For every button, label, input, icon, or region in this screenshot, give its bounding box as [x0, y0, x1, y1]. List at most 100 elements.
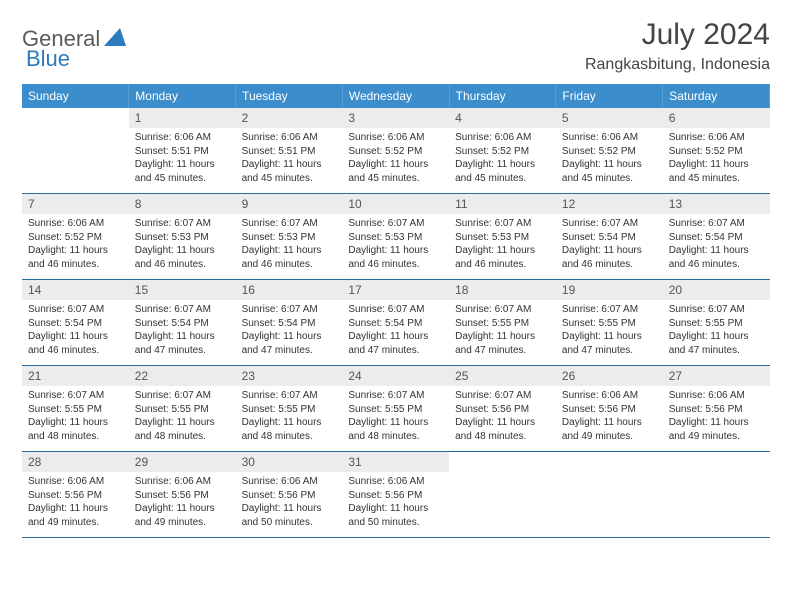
day-number: 30	[236, 452, 343, 472]
calendar-day-cell: 1Sunrise: 6:06 AMSunset: 5:51 PMDaylight…	[129, 108, 236, 194]
day-number: 27	[663, 366, 770, 386]
day-number: 2	[236, 108, 343, 128]
day-info: Sunrise: 6:07 AMSunset: 5:54 PMDaylight:…	[663, 214, 770, 279]
calendar-day-cell: 24Sunrise: 6:07 AMSunset: 5:55 PMDayligh…	[342, 366, 449, 452]
calendar-day-cell: 23Sunrise: 6:07 AMSunset: 5:55 PMDayligh…	[236, 366, 343, 452]
day-number: 18	[449, 280, 556, 300]
calendar-day-cell: 10Sunrise: 6:07 AMSunset: 5:53 PMDayligh…	[342, 194, 449, 280]
calendar-day-cell: 16Sunrise: 6:07 AMSunset: 5:54 PMDayligh…	[236, 280, 343, 366]
day-number: 6	[663, 108, 770, 128]
calendar-day-cell: 4Sunrise: 6:06 AMSunset: 5:52 PMDaylight…	[449, 108, 556, 194]
calendar-day-cell: 15Sunrise: 6:07 AMSunset: 5:54 PMDayligh…	[129, 280, 236, 366]
title-block: July 2024 Rangkasbitung, Indonesia	[585, 18, 770, 74]
day-info: Sunrise: 6:06 AMSunset: 5:52 PMDaylight:…	[449, 128, 556, 193]
day-info: Sunrise: 6:06 AMSunset: 5:52 PMDaylight:…	[342, 128, 449, 193]
weekday-header: Sunday	[22, 84, 129, 108]
day-info: Sunrise: 6:07 AMSunset: 5:54 PMDaylight:…	[22, 300, 129, 365]
day-info: Sunrise: 6:06 AMSunset: 5:51 PMDaylight:…	[236, 128, 343, 193]
day-info: Sunrise: 6:06 AMSunset: 5:56 PMDaylight:…	[236, 472, 343, 537]
day-number: 25	[449, 366, 556, 386]
calendar-day-cell: 7Sunrise: 6:06 AMSunset: 5:52 PMDaylight…	[22, 194, 129, 280]
calendar-week-row: 14Sunrise: 6:07 AMSunset: 5:54 PMDayligh…	[22, 280, 770, 366]
day-number: 22	[129, 366, 236, 386]
day-info: Sunrise: 6:07 AMSunset: 5:53 PMDaylight:…	[129, 214, 236, 279]
day-info: Sunrise: 6:07 AMSunset: 5:55 PMDaylight:…	[22, 386, 129, 451]
calendar-body: 1Sunrise: 6:06 AMSunset: 5:51 PMDaylight…	[22, 108, 770, 538]
calendar-day-cell: 13Sunrise: 6:07 AMSunset: 5:54 PMDayligh…	[663, 194, 770, 280]
calendar-day-cell	[663, 452, 770, 538]
day-info: Sunrise: 6:07 AMSunset: 5:55 PMDaylight:…	[449, 300, 556, 365]
weekday-header: Monday	[129, 84, 236, 108]
day-number: 8	[129, 194, 236, 214]
calendar-day-cell: 30Sunrise: 6:06 AMSunset: 5:56 PMDayligh…	[236, 452, 343, 538]
day-info: Sunrise: 6:06 AMSunset: 5:56 PMDaylight:…	[663, 386, 770, 451]
day-info: Sunrise: 6:07 AMSunset: 5:55 PMDaylight:…	[556, 300, 663, 365]
day-number: 10	[342, 194, 449, 214]
calendar-day-cell: 14Sunrise: 6:07 AMSunset: 5:54 PMDayligh…	[22, 280, 129, 366]
calendar-table: SundayMondayTuesdayWednesdayThursdayFrid…	[22, 84, 770, 538]
day-info: Sunrise: 6:06 AMSunset: 5:56 PMDaylight:…	[22, 472, 129, 537]
day-info: Sunrise: 6:06 AMSunset: 5:52 PMDaylight:…	[556, 128, 663, 193]
day-number: 12	[556, 194, 663, 214]
weekday-header: Wednesday	[342, 84, 449, 108]
day-number: 11	[449, 194, 556, 214]
calendar-day-cell: 9Sunrise: 6:07 AMSunset: 5:53 PMDaylight…	[236, 194, 343, 280]
day-info: Sunrise: 6:07 AMSunset: 5:53 PMDaylight:…	[236, 214, 343, 279]
day-info: Sunrise: 6:06 AMSunset: 5:51 PMDaylight:…	[129, 128, 236, 193]
calendar-day-cell: 28Sunrise: 6:06 AMSunset: 5:56 PMDayligh…	[22, 452, 129, 538]
calendar-day-cell: 26Sunrise: 6:06 AMSunset: 5:56 PMDayligh…	[556, 366, 663, 452]
day-number: 16	[236, 280, 343, 300]
day-info: Sunrise: 6:07 AMSunset: 5:53 PMDaylight:…	[342, 214, 449, 279]
day-number: 20	[663, 280, 770, 300]
day-number: 29	[129, 452, 236, 472]
calendar-week-row: 7Sunrise: 6:06 AMSunset: 5:52 PMDaylight…	[22, 194, 770, 280]
day-number: 5	[556, 108, 663, 128]
calendar-day-cell: 25Sunrise: 6:07 AMSunset: 5:56 PMDayligh…	[449, 366, 556, 452]
day-number: 21	[22, 366, 129, 386]
calendar-day-cell	[449, 452, 556, 538]
day-info: Sunrise: 6:07 AMSunset: 5:55 PMDaylight:…	[663, 300, 770, 365]
calendar-day-cell	[556, 452, 663, 538]
day-info: Sunrise: 6:06 AMSunset: 5:56 PMDaylight:…	[556, 386, 663, 451]
day-info: Sunrise: 6:07 AMSunset: 5:54 PMDaylight:…	[556, 214, 663, 279]
month-title: July 2024	[585, 18, 770, 52]
header: General July 2024 Rangkasbitung, Indones…	[22, 18, 770, 74]
day-info: Sunrise: 6:06 AMSunset: 5:56 PMDaylight:…	[342, 472, 449, 537]
day-number: 13	[663, 194, 770, 214]
weekday-header: Tuesday	[236, 84, 343, 108]
calendar-week-row: 28Sunrise: 6:06 AMSunset: 5:56 PMDayligh…	[22, 452, 770, 538]
day-number: 31	[342, 452, 449, 472]
calendar-week-row: 21Sunrise: 6:07 AMSunset: 5:55 PMDayligh…	[22, 366, 770, 452]
day-info: Sunrise: 6:06 AMSunset: 5:52 PMDaylight:…	[22, 214, 129, 279]
calendar-day-cell: 3Sunrise: 6:06 AMSunset: 5:52 PMDaylight…	[342, 108, 449, 194]
location: Rangkasbitung, Indonesia	[585, 56, 770, 74]
calendar-day-cell: 11Sunrise: 6:07 AMSunset: 5:53 PMDayligh…	[449, 194, 556, 280]
logo-text-blue: Blue	[26, 46, 70, 72]
day-info: Sunrise: 6:07 AMSunset: 5:54 PMDaylight:…	[236, 300, 343, 365]
calendar-day-cell: 31Sunrise: 6:06 AMSunset: 5:56 PMDayligh…	[342, 452, 449, 538]
calendar-day-cell: 5Sunrise: 6:06 AMSunset: 5:52 PMDaylight…	[556, 108, 663, 194]
weekday-header: Saturday	[663, 84, 770, 108]
day-info: Sunrise: 6:07 AMSunset: 5:54 PMDaylight:…	[129, 300, 236, 365]
day-number: 9	[236, 194, 343, 214]
day-number: 14	[22, 280, 129, 300]
calendar-day-cell	[22, 108, 129, 194]
weekday-header: Friday	[556, 84, 663, 108]
calendar-day-cell: 27Sunrise: 6:06 AMSunset: 5:56 PMDayligh…	[663, 366, 770, 452]
weekday-header: Thursday	[449, 84, 556, 108]
day-number: 15	[129, 280, 236, 300]
calendar-day-cell: 6Sunrise: 6:06 AMSunset: 5:52 PMDaylight…	[663, 108, 770, 194]
day-info: Sunrise: 6:07 AMSunset: 5:55 PMDaylight:…	[342, 386, 449, 451]
calendar-day-cell: 2Sunrise: 6:06 AMSunset: 5:51 PMDaylight…	[236, 108, 343, 194]
calendar-day-cell: 12Sunrise: 6:07 AMSunset: 5:54 PMDayligh…	[556, 194, 663, 280]
day-info: Sunrise: 6:07 AMSunset: 5:56 PMDaylight:…	[449, 386, 556, 451]
triangle-icon	[104, 28, 126, 51]
day-number: 17	[342, 280, 449, 300]
calendar-week-row: 1Sunrise: 6:06 AMSunset: 5:51 PMDaylight…	[22, 108, 770, 194]
day-info: Sunrise: 6:07 AMSunset: 5:55 PMDaylight:…	[236, 386, 343, 451]
day-info: Sunrise: 6:07 AMSunset: 5:54 PMDaylight:…	[342, 300, 449, 365]
day-info: Sunrise: 6:06 AMSunset: 5:56 PMDaylight:…	[129, 472, 236, 537]
day-info: Sunrise: 6:07 AMSunset: 5:55 PMDaylight:…	[129, 386, 236, 451]
day-number: 24	[342, 366, 449, 386]
day-number: 1	[129, 108, 236, 128]
